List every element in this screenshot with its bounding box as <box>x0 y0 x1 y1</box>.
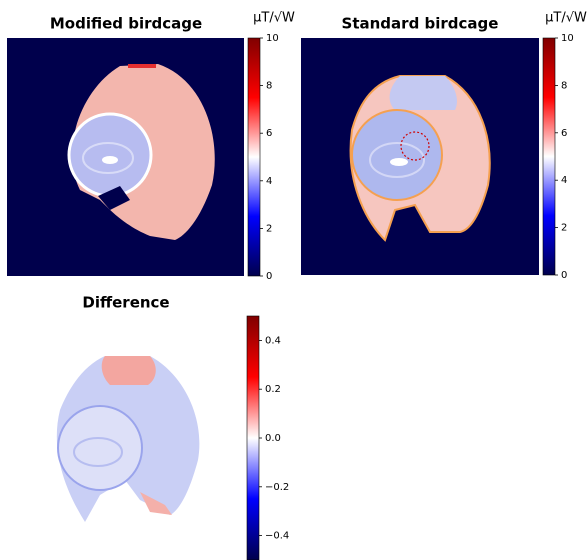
colorbar-tick-label: 8 <box>561 80 567 91</box>
panel-title: Standard birdcage <box>342 15 499 33</box>
colorbar-tick-label: 4 <box>266 176 272 187</box>
colorbar-tick-label: 6 <box>561 128 567 139</box>
image-standard <box>301 38 539 275</box>
image-modified <box>7 38 244 276</box>
colorbar-tick-label: 2 <box>561 223 567 234</box>
colorbar-tick-label: 0 <box>266 271 272 282</box>
colorbar-tick-label: −0.4 <box>265 531 289 542</box>
colorbar-tick-label: 0.4 <box>265 335 281 346</box>
colorbar-tick-label: 8 <box>266 81 272 92</box>
colorbar-tick-label: 4 <box>561 175 567 186</box>
colorbar-tick-label: 10 <box>266 33 279 44</box>
colorbar-tick-label: 0.2 <box>265 384 281 395</box>
colorbar <box>247 316 259 560</box>
colorbar <box>543 38 555 275</box>
panel-title: Modified birdcage <box>50 15 202 33</box>
colorbar <box>248 38 260 276</box>
colorbar-unit: μT/√W <box>545 11 587 26</box>
colorbar-tick-label: 10 <box>561 33 574 44</box>
colorbar-tick-label: 2 <box>266 223 272 234</box>
panel-title: Difference <box>82 294 169 312</box>
colorbar-tick-label: 6 <box>266 128 272 139</box>
colorbar-unit: μT/√W <box>253 11 295 26</box>
colorbar-tick-label: 0 <box>561 270 567 281</box>
image-difference <box>0 316 244 560</box>
colorbar-tick-label: 0.0 <box>265 433 281 444</box>
figure: Modified birdcage μT/√W 0 2 4 6 8 10 Standard bi… <box>0 0 587 560</box>
colorbar-tick-label: −0.2 <box>265 482 289 493</box>
